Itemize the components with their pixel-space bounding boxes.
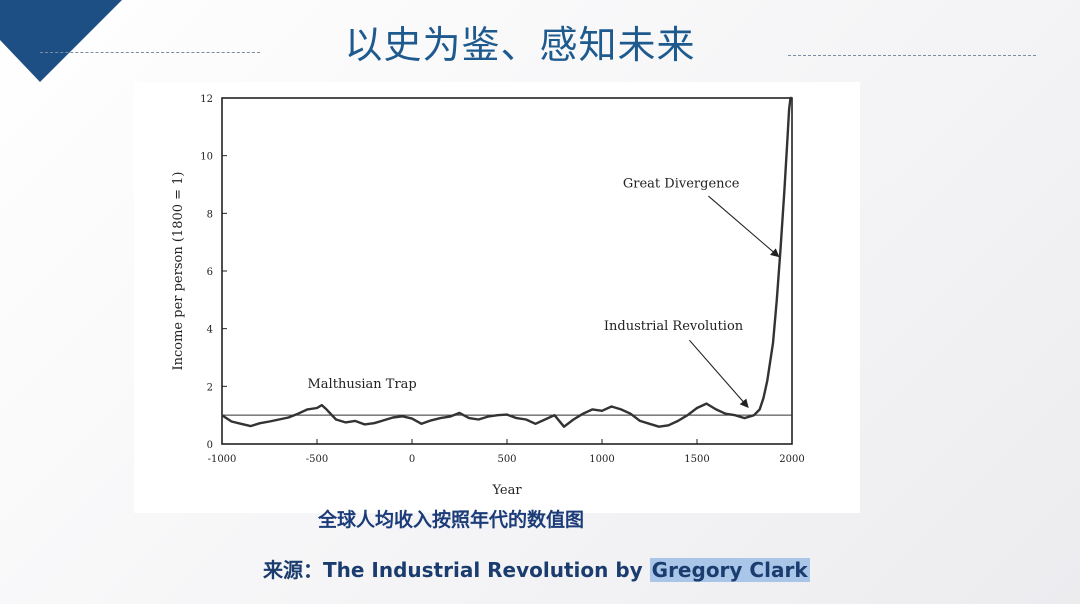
y-tick-label: 10	[200, 152, 213, 163]
title-divider-right	[788, 55, 1036, 56]
x-tick-label: 0	[409, 454, 415, 465]
x-tick-label: 1000	[589, 454, 614, 465]
income-series-line	[221, 96, 792, 428]
x-tick-label: -1000	[208, 454, 237, 465]
title-divider-left	[40, 52, 260, 53]
chart-card: 0 2 4 6 8 10 12 -1000 -500 0 500 1000 1500 2000 Year In…	[134, 82, 860, 513]
slide-title: 以史为鉴、感知未来	[344, 23, 696, 67]
y-tick-label: 0	[207, 440, 213, 451]
y-tick-label: 2	[207, 382, 213, 393]
y-tick-label: 12	[200, 94, 213, 105]
y-axis-label: Income per person (1800 = 1)	[171, 171, 186, 370]
plot-frame	[221, 97, 793, 445]
annotation-arrow-great-divergence	[708, 195, 780, 258]
source-author: Gregory Clark	[649, 558, 810, 582]
income-chart: 0 2 4 6 8 10 12 -1000 -500 0 500 1000 1500 2000 Year In…	[171, 94, 805, 498]
y-tick-label: 4	[207, 325, 213, 336]
annotation-great-divergence: Great Divergence	[623, 176, 740, 191]
source-prefix: 来源：The Industrial Revolution by	[263, 558, 650, 582]
chart-caption: 全球人均收入按照年代的数值图	[318, 509, 585, 531]
y-tick-label: 6	[207, 267, 213, 278]
x-axis-label: Year	[491, 483, 522, 498]
x-tick-label: 1500	[684, 454, 709, 465]
corner-decoration	[0, 0, 130, 82]
annotation-malthusian-trap: Malthusian Trap	[308, 377, 417, 392]
y-tick-label: 8	[207, 209, 213, 220]
source-line: 来源：The Industrial Revolution by Gregory …	[263, 554, 810, 583]
x-tick-label: 500	[497, 454, 516, 465]
x-tick-label: -500	[306, 454, 328, 465]
annotation-arrow-industrial-revolution	[688, 339, 749, 408]
x-tick-label: 2000	[779, 454, 804, 465]
annotation-industrial-revolution: Industrial Revolution	[604, 319, 744, 334]
